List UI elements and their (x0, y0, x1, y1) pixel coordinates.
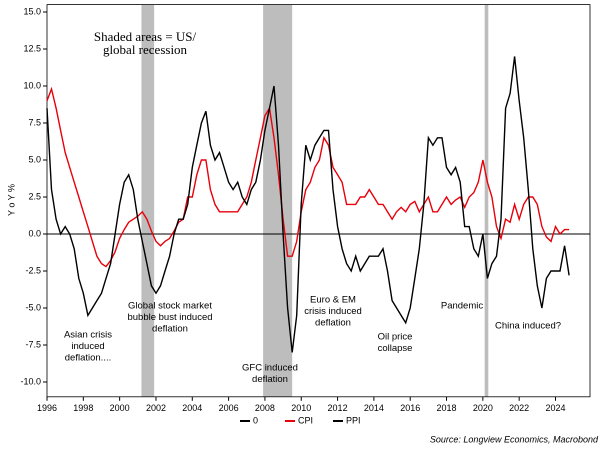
x-tick-label: 2012 (328, 403, 348, 413)
recession-shade (141, 4, 155, 397)
x-tick-label: 2008 (255, 403, 275, 413)
annotation: Shaded areas = US/ (94, 29, 197, 44)
x-tick-label: 2018 (437, 403, 457, 413)
legend-label: PPI (346, 415, 361, 425)
annotation: Asian crisis (64, 330, 112, 341)
y-tick-label: 2.5 (28, 191, 41, 201)
y-tick-label: 5.0 (28, 154, 41, 164)
annotation: collapse (378, 343, 413, 354)
annotation: global recession (103, 42, 188, 57)
recession-shade (484, 4, 489, 397)
x-tick-label: 2004 (182, 403, 202, 413)
x-tick-label: 2020 (473, 403, 493, 413)
annotation: China induced? (495, 321, 561, 332)
y-tick-label: -10.0 (20, 376, 41, 386)
x-tick-label: 1996 (37, 403, 57, 413)
x-tick-label: 2010 (291, 403, 311, 413)
annotation: induced (71, 341, 104, 352)
x-tick-label: 2022 (509, 403, 529, 413)
legend-label: CPI (298, 415, 313, 425)
annotation: deflation.... (65, 353, 111, 364)
recession-shade (263, 4, 293, 397)
annotation: Global stock market (128, 301, 212, 312)
annotation: GFC induced (242, 363, 298, 374)
series-line (46, 56, 570, 353)
annotation: deflation (252, 374, 288, 385)
y-tick-label: 10.0 (23, 80, 41, 90)
y-tick-label: -2.5 (25, 265, 41, 275)
annotation: Pandemic (441, 301, 483, 312)
annotation: Oil price (378, 332, 413, 343)
y-axis-label: Y o Y % (6, 184, 16, 216)
x-tick-label: 2002 (146, 403, 166, 413)
source: Source: Longview Economics, Macrobond (430, 434, 599, 444)
y-tick-label: -7.5 (25, 339, 41, 349)
plot-frame (46, 4, 591, 398)
x-tick-label: 2014 (364, 403, 384, 413)
annotation: deflation (152, 324, 188, 335)
y-tick-label: 0.0 (28, 228, 41, 238)
annotation: crisis induced (304, 306, 362, 317)
y-tick-label: 15.0 (23, 6, 41, 16)
series-line (46, 86, 570, 268)
y-tick-label: 7.5 (28, 117, 41, 127)
annotation: deflation (315, 318, 351, 329)
x-tick-label: 2006 (219, 403, 239, 413)
x-tick-label: 1998 (73, 403, 93, 413)
y-tick-label: -5.0 (25, 302, 41, 312)
y-tick-label: 12.5 (23, 43, 41, 53)
legend-label: 0 (253, 415, 258, 425)
annotation: Euro & EM (310, 295, 356, 306)
annotation: bubble bust induced (127, 312, 212, 323)
x-tick-label: 2024 (545, 403, 565, 413)
x-tick-label: 2016 (400, 403, 420, 413)
x-tick-label: 2000 (110, 403, 130, 413)
